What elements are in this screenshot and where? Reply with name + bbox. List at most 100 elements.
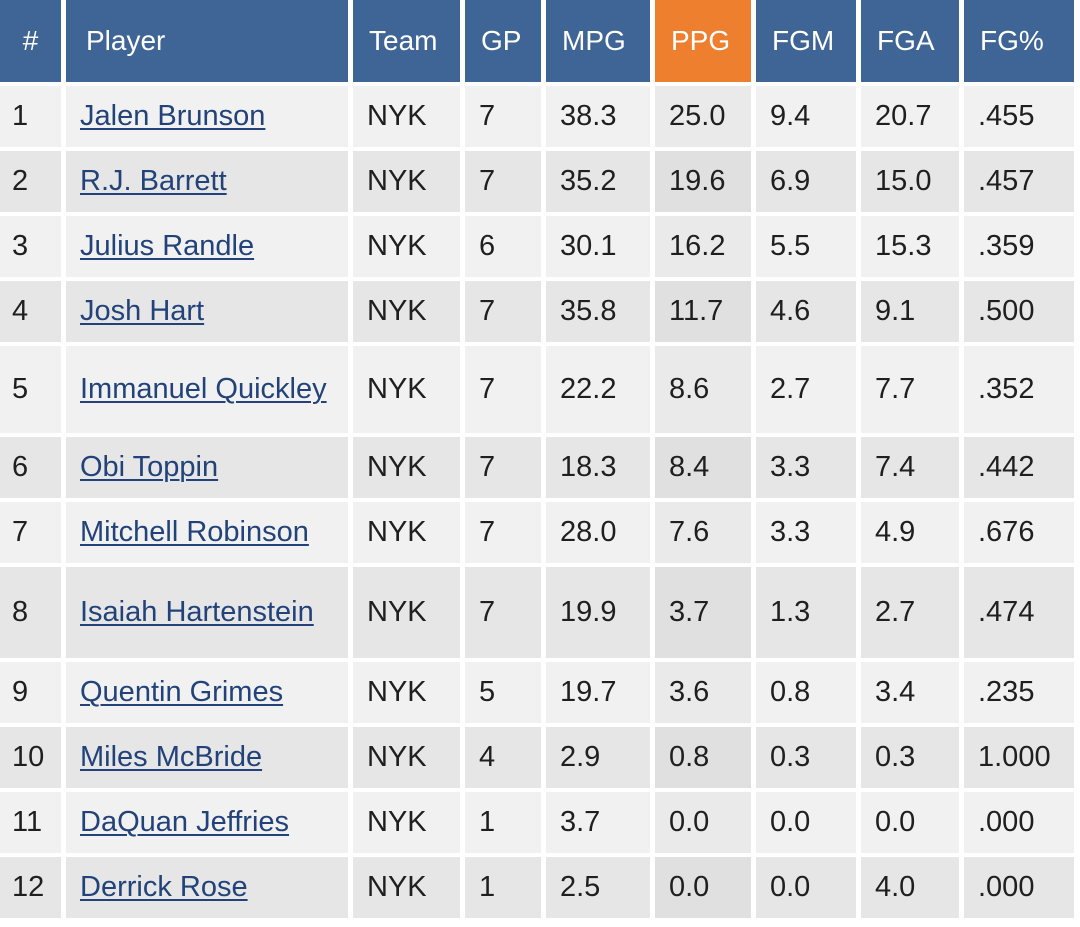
cell-gp: 5 — [465, 662, 546, 727]
player-link[interactable]: DaQuan Jeffries — [80, 806, 290, 838]
cell-rank: 11 — [0, 792, 66, 857]
cell-fga: 15.3 — [861, 216, 964, 281]
cell-team: NYK — [353, 727, 465, 792]
cell-rank: 5 — [0, 346, 66, 437]
header-mpg[interactable]: MPG — [546, 0, 655, 86]
header-player[interactable]: Player — [66, 0, 353, 86]
cell-player: Isaiah Hartenstein — [66, 567, 353, 662]
table-body: 1 Jalen Brunson NYK 7 38.3 25.0 9.4 20.7.455 2 R.… — [0, 86, 1080, 922]
header-fgm[interactable]: FGM — [756, 0, 861, 86]
header-ppg-sorted[interactable]: PPG — [655, 0, 756, 86]
cell-team: NYK — [353, 662, 465, 727]
cell-mpg: 30.1 — [546, 216, 655, 281]
table-row: 6 Obi Toppin NYK 7 18.3 8.4 3.3 7.4.442 — [0, 437, 1080, 502]
cell-player: Julius Randle — [66, 216, 353, 281]
player-link[interactable]: Miles McBride — [80, 741, 263, 773]
cell-fga: 4.9 — [861, 502, 964, 567]
cell-gp: 7 — [465, 437, 546, 502]
cell-ppg: 3.7 — [655, 567, 756, 662]
table-row: 10 Miles McBride NYK 4 2.9 0.8 0.3 0.3 1.000 — [0, 727, 1080, 792]
cell-fg-pct: .000 — [964, 857, 1080, 922]
cell-gp: 7 — [465, 502, 546, 567]
cell-fgm: 1.3 — [756, 567, 861, 662]
cell-fga: 0.0 — [861, 792, 964, 857]
cell-gp: 6 — [465, 216, 546, 281]
cell-ppg: 19.6 — [655, 151, 756, 216]
cell-mpg: 22.2 — [546, 346, 655, 437]
cell-fga: 4.0 — [861, 857, 964, 922]
cell-mpg: 38.3 — [546, 86, 655, 151]
cell-mpg: 35.2 — [546, 151, 655, 216]
cell-gp: 7 — [465, 346, 546, 437]
player-link[interactable]: Obi Toppin — [80, 451, 219, 483]
cell-fga: 0.3 — [861, 727, 964, 792]
cell-fg-pct: .442 — [964, 437, 1080, 502]
cell-fgm: 0.0 — [756, 792, 861, 857]
cell-team: NYK — [353, 567, 465, 662]
table-row: 8 Isaiah Hartenstein NYK 7 19.9 3.7 1.3 2.7.474 — [0, 567, 1080, 662]
cell-rank: 10 — [0, 727, 66, 792]
header-row: # Player Team GP MPG PPG FGM FGA FG% — [0, 0, 1080, 86]
player-link[interactable]: Julius Randle — [80, 230, 255, 262]
table-row: 11 DaQuan Jeffries NYK 1 3.7 0.0 0.0 0.0.000 — [0, 792, 1080, 857]
player-link[interactable]: Josh Hart — [80, 295, 205, 327]
cell-gp: 4 — [465, 727, 546, 792]
cell-fg-pct: .359 — [964, 216, 1080, 281]
cell-fg-pct: .000 — [964, 792, 1080, 857]
player-link[interactable]: Isaiah Hartenstein — [80, 596, 314, 628]
cell-player: DaQuan Jeffries — [66, 792, 353, 857]
header-fg-pct[interactable]: FG% — [964, 0, 1080, 86]
header-fga[interactable]: FGA — [861, 0, 964, 86]
cell-fgm: 0.8 — [756, 662, 861, 727]
cell-gp: 7 — [465, 86, 546, 151]
cell-fgm: 0.0 — [756, 857, 861, 922]
cell-fg-pct: .352 — [964, 346, 1080, 437]
table-row: 4 Josh Hart NYK 7 35.8 11.7 4.6 9.1.500 — [0, 281, 1080, 346]
player-link[interactable]: Derrick Rose — [80, 871, 248, 903]
cell-ppg: 7.6 — [655, 502, 756, 567]
player-link[interactable]: Quentin Grimes — [80, 676, 284, 708]
cell-player: Mitchell Robinson — [66, 502, 353, 567]
cell-ppg: 25.0 — [655, 86, 756, 151]
cell-team: NYK — [353, 857, 465, 922]
cell-gp: 1 — [465, 792, 546, 857]
cell-fga: 7.4 — [861, 437, 964, 502]
header-rank[interactable]: # — [0, 0, 66, 86]
cell-mpg: 2.5 — [546, 857, 655, 922]
cell-gp: 7 — [465, 567, 546, 662]
cell-team: NYK — [353, 346, 465, 437]
cell-fg-pct: .457 — [964, 151, 1080, 216]
cell-mpg: 3.7 — [546, 792, 655, 857]
header-team[interactable]: Team — [353, 0, 465, 86]
cell-rank: 7 — [0, 502, 66, 567]
cell-player: Jalen Brunson — [66, 86, 353, 151]
table-row: 2 R.J. Barrett NYK 7 35.2 19.6 6.9 15.0.457 — [0, 151, 1080, 216]
cell-ppg: 8.6 — [655, 346, 756, 437]
cell-fg-pct: .474 — [964, 567, 1080, 662]
player-link[interactable]: R.J. Barrett — [80, 165, 227, 197]
cell-player: Miles McBride — [66, 727, 353, 792]
cell-team: NYK — [353, 437, 465, 502]
cell-mpg: 19.9 — [546, 567, 655, 662]
cell-fgm: 5.5 — [756, 216, 861, 281]
cell-rank: 1 — [0, 86, 66, 151]
cell-fga: 15.0 — [861, 151, 964, 216]
cell-ppg: 0.0 — [655, 792, 756, 857]
cell-fg-pct: .500 — [964, 281, 1080, 346]
cell-fgm: 3.3 — [756, 502, 861, 567]
cell-player: Obi Toppin — [66, 437, 353, 502]
cell-ppg: 3.6 — [655, 662, 756, 727]
cell-mpg: 18.3 — [546, 437, 655, 502]
cell-player: Immanuel Quickley — [66, 346, 353, 437]
player-link[interactable]: Mitchell Robinson — [80, 516, 309, 548]
player-link[interactable]: Immanuel Quickley — [80, 373, 327, 405]
header-gp[interactable]: GP — [465, 0, 546, 86]
player-link[interactable]: Jalen Brunson — [80, 100, 266, 132]
cell-team: NYK — [353, 792, 465, 857]
cell-ppg: 0.8 — [655, 727, 756, 792]
cell-player: R.J. Barrett — [66, 151, 353, 216]
cell-fgm: 0.3 — [756, 727, 861, 792]
cell-ppg: 16.2 — [655, 216, 756, 281]
